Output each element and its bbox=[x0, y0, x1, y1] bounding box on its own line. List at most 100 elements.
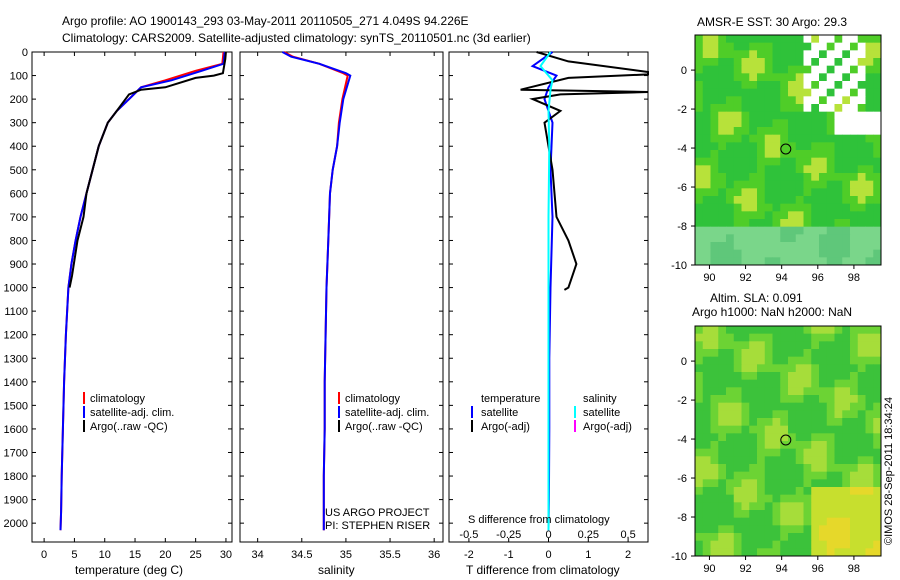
heatmap-cell bbox=[865, 349, 874, 358]
heatmap-cell bbox=[749, 142, 758, 151]
heatmap-cell bbox=[749, 326, 758, 335]
heatmap-cell bbox=[718, 73, 727, 82]
heatmap-cell bbox=[811, 180, 820, 189]
heatmap-cell bbox=[726, 418, 735, 427]
heatmap-cell bbox=[718, 211, 727, 220]
heatmap-cell bbox=[834, 425, 843, 434]
heatmap-cell bbox=[788, 448, 797, 457]
heatmap-cell bbox=[826, 234, 835, 243]
heatmap-cell bbox=[772, 180, 781, 189]
heatmap-cell bbox=[733, 226, 742, 235]
map-y-tick-label: -8 bbox=[677, 512, 687, 524]
heatmap-cell bbox=[865, 341, 874, 350]
heatmap-cell bbox=[710, 73, 719, 82]
heatmap-cell bbox=[873, 517, 882, 526]
heatmap-cell bbox=[850, 433, 859, 442]
heatmap-cell bbox=[757, 364, 766, 373]
heatmap-cell bbox=[757, 65, 766, 74]
heatmap-cell bbox=[733, 180, 742, 189]
heatmap-cell bbox=[788, 234, 797, 243]
heatmap-cell bbox=[741, 88, 750, 97]
heatmap-cell bbox=[710, 226, 719, 235]
heatmap-cell bbox=[757, 180, 766, 189]
heatmap-cell bbox=[865, 73, 874, 82]
heatmap-cell bbox=[803, 58, 812, 67]
heatmap-cell bbox=[842, 471, 851, 480]
heatmap-cell bbox=[865, 211, 874, 220]
heatmap-cell bbox=[780, 73, 789, 82]
heatmap-cell bbox=[749, 356, 758, 365]
heatmap-cell bbox=[873, 73, 882, 82]
heatmap-cell bbox=[857, 104, 866, 113]
depth-tick-label: 900 bbox=[10, 259, 28, 271]
heatmap-cell bbox=[788, 58, 797, 67]
map-x-tick-label: 96 bbox=[812, 272, 824, 284]
heatmap-cell bbox=[803, 226, 812, 235]
heatmap-cell bbox=[811, 540, 820, 549]
heatmap-cell bbox=[733, 349, 742, 358]
heatmap-cell bbox=[842, 333, 851, 342]
legend-salinity-header: salinity bbox=[583, 393, 617, 405]
heatmap-cell bbox=[857, 119, 866, 128]
heatmap-cell bbox=[733, 364, 742, 373]
heatmap-cell bbox=[757, 35, 766, 44]
heatmap-cell bbox=[695, 196, 704, 205]
heatmap-cell bbox=[788, 203, 797, 212]
heatmap-cell bbox=[834, 219, 843, 228]
heatmap-cell bbox=[695, 173, 704, 182]
heatmap-cell bbox=[795, 341, 804, 350]
heatmap-cell bbox=[772, 257, 781, 266]
heatmap-cell bbox=[741, 387, 750, 396]
depth-tick-label: 1100 bbox=[4, 306, 28, 318]
heatmap-cell bbox=[749, 548, 758, 557]
heatmap-cell bbox=[857, 96, 866, 105]
heatmap-cell bbox=[718, 494, 727, 503]
heatmap-cell bbox=[733, 517, 742, 526]
heatmap-cell bbox=[834, 134, 843, 143]
heatmap-cell bbox=[803, 173, 812, 182]
heatmap-cell bbox=[772, 165, 781, 174]
heatmap-cell bbox=[803, 104, 812, 113]
heatmap-cell bbox=[850, 402, 859, 411]
heatmap-cell bbox=[733, 188, 742, 197]
map-y-tick-label: -4 bbox=[677, 143, 687, 155]
heatmap-cell bbox=[834, 418, 843, 427]
heatmap-cell bbox=[873, 157, 882, 166]
heatmap-cell bbox=[788, 65, 797, 74]
heatmap-cell bbox=[795, 58, 804, 67]
heatmap-cell bbox=[695, 180, 704, 189]
heatmap-cell bbox=[710, 479, 719, 488]
heatmap-cell bbox=[780, 456, 789, 465]
heatmap-cell bbox=[718, 372, 727, 381]
heatmap-cell bbox=[788, 104, 797, 113]
heatmap-cell bbox=[764, 456, 773, 465]
heatmap-cell bbox=[718, 165, 727, 174]
heatmap-cell bbox=[826, 96, 835, 105]
heatmap-cell bbox=[795, 242, 804, 251]
heatmap-cell bbox=[772, 387, 781, 396]
heatmap-cell bbox=[764, 188, 773, 197]
heatmap-cell bbox=[850, 257, 859, 266]
heatmap-cell bbox=[702, 364, 711, 373]
heatmap-cell bbox=[865, 372, 874, 381]
heatmap-cell bbox=[764, 249, 773, 258]
heatmap-cell bbox=[764, 372, 773, 381]
sst-map-frame bbox=[694, 34, 882, 266]
heatmap-cell bbox=[772, 242, 781, 251]
heatmap-cell bbox=[741, 134, 750, 143]
heatmap-cell bbox=[741, 73, 750, 82]
heatmap-cell bbox=[695, 502, 704, 511]
heatmap-cell bbox=[726, 548, 735, 557]
heatmap-cell bbox=[710, 142, 719, 151]
heatmap-cell bbox=[749, 502, 758, 511]
heatmap-cell bbox=[749, 73, 758, 82]
heatmap-cell bbox=[834, 42, 843, 51]
heatmap-cell bbox=[873, 379, 882, 388]
heatmap-cell bbox=[733, 96, 742, 105]
heatmap-cell bbox=[741, 242, 750, 251]
heatmap-cell bbox=[780, 234, 789, 243]
heatmap-cell bbox=[726, 81, 735, 90]
heatmap-cell bbox=[772, 211, 781, 220]
heatmap-cell bbox=[749, 395, 758, 404]
heatmap-cell bbox=[780, 356, 789, 365]
